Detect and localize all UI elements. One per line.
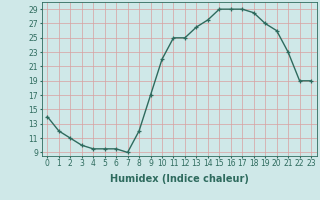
X-axis label: Humidex (Indice chaleur): Humidex (Indice chaleur) [110, 174, 249, 184]
